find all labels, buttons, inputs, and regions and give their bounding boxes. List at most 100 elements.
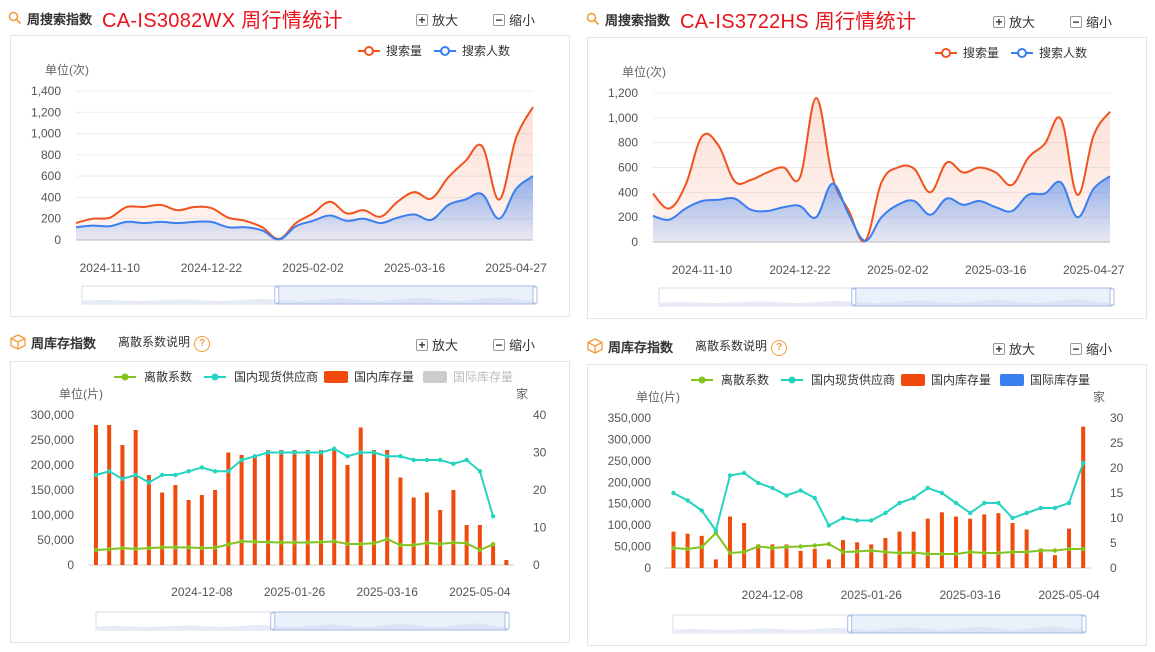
- y-tick-label: 150,000: [608, 497, 652, 511]
- point-dispersion: [685, 546, 690, 552]
- bar-domestic-stock: [398, 477, 403, 565]
- inventory-header-1: 周库存指数 离散系数说明?: [10, 329, 211, 355]
- zoom-slider-handle-right: [1109, 288, 1115, 306]
- legend-label: 离散系数: [721, 372, 769, 387]
- point-suppliers: [741, 470, 747, 476]
- point-suppliers: [1080, 460, 1086, 466]
- zoom-in-label: 放大: [432, 13, 459, 28]
- x-tick-label: 2024-11-10: [80, 261, 141, 275]
- point-suppliers: [756, 480, 761, 486]
- point-suppliers: [1038, 505, 1043, 511]
- legend-marker: [121, 373, 129, 381]
- legend-label: 国内库存量: [354, 369, 414, 384]
- search-chart-2: 单位(次) 0 200 400 600 800 1,000 1,200 2024-11-10 20…: [608, 45, 1125, 307]
- bar-domestic-stock: [1024, 529, 1029, 568]
- legend-swatch: [324, 371, 348, 383]
- point-suppliers: [911, 495, 916, 501]
- x-tick-label: 2025-01-26: [841, 588, 903, 602]
- point-dispersion: [292, 540, 297, 545]
- y-tick-label: 100,000: [608, 518, 652, 532]
- zoom-out-button[interactable]: − 缩小: [1070, 339, 1112, 358]
- zoom-in-button[interactable]: + 放大: [416, 335, 458, 354]
- bar-domestic-stock: [226, 452, 231, 565]
- zoom-slider-selection: [276, 285, 536, 305]
- legend-marker: [941, 48, 951, 58]
- help-link[interactable]: 离散系数说明?: [695, 337, 788, 356]
- question-icon: ?: [194, 335, 211, 352]
- legend-marker: [1017, 48, 1027, 58]
- bar-domestic-stock: [93, 425, 98, 565]
- zoom-out-button[interactable]: − 缩小: [1070, 12, 1112, 31]
- y-axis-label: 单位(片): [59, 386, 103, 401]
- x-tick-label: 2024-12-22: [769, 263, 831, 277]
- point-suppliers: [106, 469, 112, 474]
- zoom-out-button[interactable]: − 缩小: [493, 335, 535, 354]
- legend-label: 离散系数: [144, 369, 192, 384]
- point-suppliers: [770, 485, 775, 491]
- point-suppliers: [186, 469, 191, 474]
- point-dispersion: [840, 549, 846, 555]
- point-dispersion: [226, 542, 231, 547]
- point-suppliers: [173, 472, 178, 478]
- legend-label: 国内库存量: [931, 372, 991, 387]
- bar-domestic-stock: [504, 560, 509, 565]
- legend-label: 国内现货供应商: [811, 372, 895, 387]
- series-line-search-users: [652, 175, 1111, 242]
- point-suppliers: [358, 450, 363, 455]
- point-dispersion: [883, 549, 888, 555]
- zoom-out-label: 缩小: [509, 338, 536, 353]
- point-dispersion: [1010, 549, 1015, 555]
- minus-icon: −: [1070, 342, 1082, 355]
- point-suppliers: [699, 508, 704, 513]
- point-dispersion: [173, 545, 178, 550]
- point-suppliers: [1066, 500, 1072, 506]
- point-dispersion: [1052, 548, 1058, 553]
- point-dispersion: [371, 541, 377, 546]
- point-dispersion: [770, 545, 775, 551]
- point-dispersion: [1038, 548, 1043, 553]
- point-dispersion: [982, 550, 987, 556]
- zoom-out-button[interactable]: − 缩小: [493, 10, 535, 29]
- bar-domestic-stock: [146, 475, 151, 565]
- y-tick-label: 800: [41, 148, 61, 162]
- point-suppliers: [93, 472, 99, 478]
- bar-domestic-stock: [438, 510, 443, 565]
- point-suppliers: [239, 457, 244, 463]
- bar-domestic-stock: [742, 523, 747, 568]
- box-icon: [10, 334, 26, 350]
- zoom-in-button[interactable]: + 放大: [416, 10, 458, 29]
- minus-icon: −: [493, 13, 505, 26]
- point-dispersion: [967, 549, 973, 555]
- bar-domestic-stock: [784, 544, 789, 568]
- x-tick-label: 2025-03-16: [357, 585, 419, 599]
- point-suppliers: [265, 450, 271, 455]
- point-dispersion: [1024, 549, 1029, 555]
- help-link[interactable]: 离散系数说明?: [118, 333, 211, 352]
- point-dispersion: [756, 544, 761, 549]
- point-suppliers: [252, 454, 258, 459]
- bar-domestic-stock: [107, 425, 112, 565]
- bar-domestic-stock: [332, 450, 337, 565]
- point-suppliers: [727, 473, 733, 478]
- point-dispersion: [490, 542, 496, 547]
- point-dispersion: [411, 542, 416, 548]
- inventory-chart-panel-1: 单位(片) 家 0 50,000 100,000 150,000 200,000 250,00…: [10, 361, 570, 643]
- zoom-slider-handle-left: [274, 286, 280, 304]
- point-dispersion: [146, 545, 152, 551]
- bar-domestic-stock: [186, 500, 191, 565]
- bar-domestic-stock: [756, 544, 761, 568]
- bar-domestic-stock: [160, 492, 165, 565]
- zoom-in-button[interactable]: + 放大: [993, 12, 1035, 31]
- zoom-in-button[interactable]: + 放大: [993, 339, 1035, 358]
- series-line-suppliers: [673, 462, 1085, 533]
- bar-domestic-stock: [305, 450, 310, 565]
- point-dispersion: [826, 541, 832, 547]
- product-title: CA-IS3082WX 周行情统计: [102, 9, 343, 32]
- point-dispersion: [318, 539, 324, 545]
- y-tick-label: 800: [618, 136, 638, 150]
- plus-icon: +: [993, 342, 1005, 355]
- legend-label: 国际库存量: [453, 369, 513, 384]
- panel-title: 周库存指数: [31, 335, 97, 351]
- x-tick-label: 2025-01-26: [264, 585, 326, 599]
- panel-title: 周搜索指数: [605, 12, 671, 28]
